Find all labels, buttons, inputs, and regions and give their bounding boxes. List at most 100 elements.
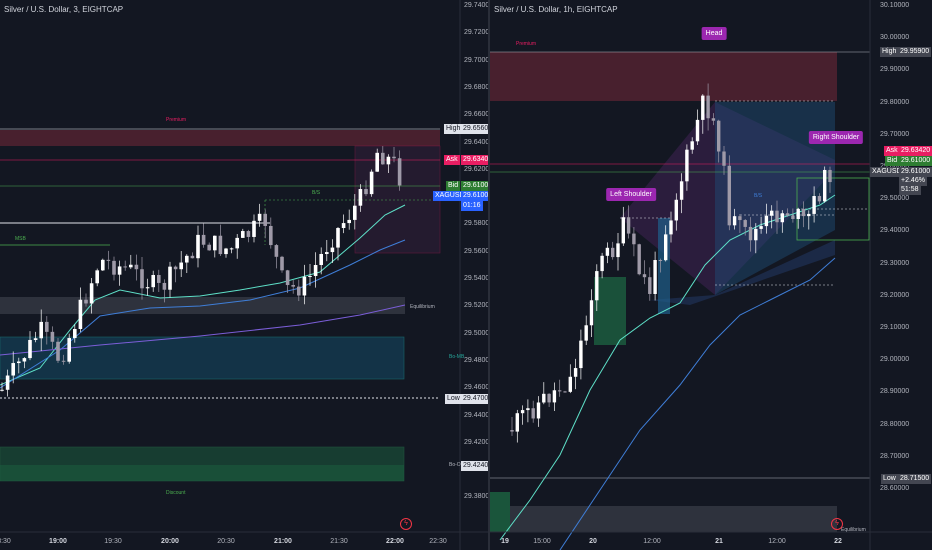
msb-label: MSB [15,236,26,242]
left-price-tick: 29.5200 [464,302,488,310]
premium-label: Premium [516,41,537,47]
right-candle [759,226,763,229]
left-candle [117,266,122,275]
left-candle [190,255,195,259]
left-price-tick: 29.4200 [464,438,488,446]
right-candle [679,181,684,200]
right-candle [642,274,647,278]
right-candle [812,196,816,214]
lightning-icon[interactable]: ϟ [831,518,843,530]
right-candle [558,390,562,392]
left-time-tick: 21:30 [330,538,348,545]
right-candle [722,151,726,166]
left-candle [224,248,228,255]
ema-slow-line [559,257,836,550]
left-candle [291,285,295,287]
left-time-tick: 8:30 [0,538,11,545]
ema-slow-line [0,239,406,389]
ob-green-bottom [490,492,510,532]
head-annotation[interactable]: Head [701,27,727,40]
left-candle [369,171,374,195]
right-time-tick: 22 [834,538,842,545]
left-candle [246,231,251,237]
right-time-tick: 20 [589,538,597,545]
right-candle [526,408,530,411]
left-shoulder-annotation[interactable]: Left Shoulder [606,188,656,201]
left-time-tick: 20:30 [217,538,235,545]
left-price-tick: 29.5800 [464,220,488,228]
premium-label: Premium [166,117,187,123]
left-candle [341,223,346,229]
right-time-tick: 21 [715,538,723,545]
lightning-icon[interactable]: ϟ [400,518,412,530]
left-candle [179,262,183,270]
right-chart-title[interactable]: Silver / U.S. Dollar, 1h, EIGHTCAP [494,5,618,14]
right-candle [785,213,790,216]
right-candle [568,376,572,392]
symbol-price: 29.61000 [899,167,932,177]
right-candle [515,413,519,432]
equilibrium-zone [510,506,837,532]
left-time-tick: 19:00 [49,538,67,545]
right-candle [748,226,753,241]
left-candle [50,331,55,342]
left-candle [17,361,21,364]
high-tag: High [444,124,463,134]
left-time-tick: 21:00 [274,538,292,545]
left-candle [392,156,396,159]
ema-fast-line [499,194,836,541]
right-price-tick: 28.60000 [880,485,910,492]
right-time-tick: 12:00 [768,538,786,545]
right-candle [573,368,578,377]
right-candle [695,119,700,142]
left-candle [134,264,139,270]
right-candle [727,165,731,226]
right-candle [780,213,784,223]
right-candle [595,271,599,301]
right-candle [589,300,594,326]
right-candle [600,255,604,272]
equilibrium-label: Equilibrium [410,304,435,310]
right-candle [807,213,811,217]
left-candle [33,338,38,340]
left-candle [353,205,357,220]
left-time-tick: 22:30 [429,538,447,545]
right-time-tick: 12:00 [643,538,661,545]
right-candle [605,247,610,256]
bo-mb-label: Bo-MB [449,354,465,360]
left-chart-title[interactable]: Silver / U.S. Dollar, 3, EIGHTCAP [4,5,124,14]
left-candle [101,259,105,271]
left-candle [5,375,10,390]
right-chart-canvas[interactable] [490,0,932,550]
bo-ob-label: Bo-OB [449,462,465,468]
right-candle [738,216,742,221]
right-candle [796,208,800,219]
right-candle [770,210,774,216]
left-price-tick: 29.6200 [464,165,488,173]
left-price-tick: 29.5600 [464,247,488,255]
left-chart-canvas[interactable] [0,0,488,550]
left-price-tick: 29.7200 [464,29,488,37]
bid-price: 29.61000 [899,156,932,166]
ask-price: 29.6340 [461,155,488,165]
left-time-tick: 19:30 [104,538,122,545]
ema-fast-line [0,204,406,386]
left-candle [358,189,363,206]
left-candle [185,255,189,263]
left-candle [123,266,127,268]
ob-green-zone [594,277,626,345]
right-candle [653,260,657,294]
right-candle [711,118,716,121]
left-candle [0,389,4,391]
left-candle [375,152,379,172]
right-shoulder-annotation[interactable]: Right Shoulder [808,131,864,144]
pane-divider[interactable] [488,0,490,550]
left-price-tick: 29.5400 [464,275,488,282]
left-candle [386,156,391,165]
left-candle [145,287,150,289]
left-candle [95,270,99,284]
left-price-tick: 29.7400 [464,2,488,9]
right-chart-pane[interactable]: Silver / U.S. Dollar, 1h, EIGHTCAP 30.10… [490,0,932,550]
left-chart-pane[interactable]: Silver / U.S. Dollar, 3, EIGHTCAP 29.740… [0,0,488,550]
equilibrium-label: Equilibrium [841,527,866,533]
